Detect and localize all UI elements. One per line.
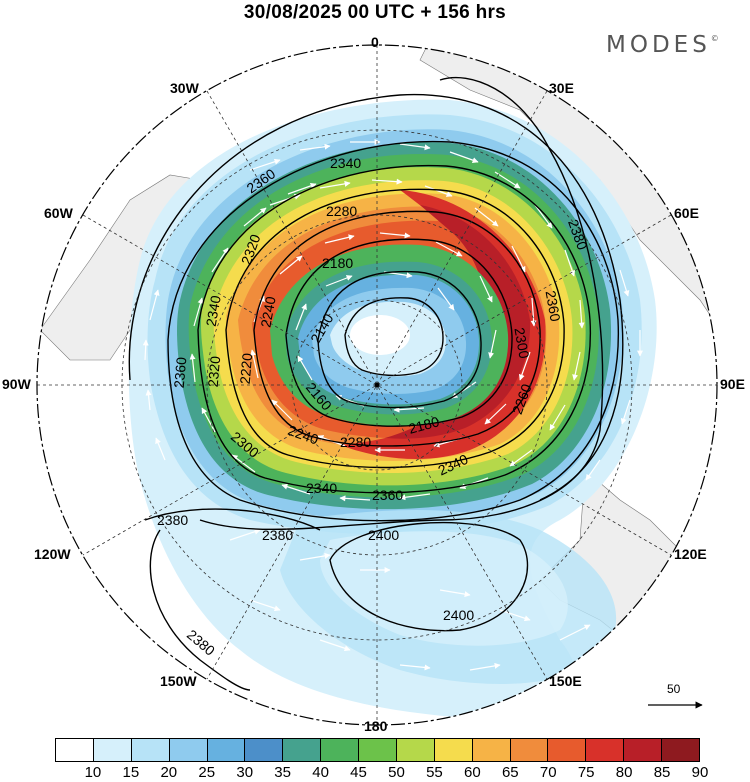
contour-label: 2340 <box>203 294 224 328</box>
contour-label: 2360 <box>372 487 403 503</box>
colorbar-bin <box>93 739 132 761</box>
reference-vector-label: 50 <box>667 682 681 696</box>
colorbar-tick-label: 70 <box>539 764 557 781</box>
colorbar-tick-label: 15 <box>122 764 140 781</box>
colorbar-bin <box>548 739 587 761</box>
contour-label: 2400 <box>443 607 474 623</box>
colorbar-tick-label: 60 <box>464 764 481 781</box>
lon-label-120e: 120E <box>674 546 707 562</box>
colorbar-tick-label: 85 <box>653 764 671 781</box>
colorbar-tick-label: 45 <box>350 764 367 781</box>
colorbar-bin <box>472 739 511 761</box>
wind-vectors <box>142 139 643 671</box>
chart-title: 30/08/2025 00 UTC + 156 hrs <box>243 2 507 23</box>
brand-logo: MODES© <box>606 32 719 58</box>
map-boundary <box>36 44 718 726</box>
contour-label: 2280 <box>326 203 357 219</box>
colorbar-bin <box>434 739 473 761</box>
lon-label-150e: 150E <box>549 673 582 689</box>
colorbar-bin <box>624 739 662 761</box>
pole-marker <box>374 382 380 388</box>
colorbar-bin <box>56 739 94 761</box>
colorbar-bin <box>359 739 397 761</box>
colorbar-tick-label: 65 <box>501 764 519 781</box>
contour-label: 2340 <box>306 480 337 496</box>
colorbar-tick-label: 30 <box>236 764 254 781</box>
colorbar-tick-label: 90 <box>691 764 709 781</box>
contour-label: 2180 <box>322 255 353 271</box>
colorbar-tick-label: 55 <box>426 764 443 781</box>
contour-label: 2400 <box>368 527 399 543</box>
contour-label: 2380 <box>262 527 293 543</box>
brand-text: MODES <box>606 32 711 58</box>
lon-label-180: 180 <box>364 718 388 734</box>
colorbar-tick-label: 35 <box>274 764 291 781</box>
lon-label-30e: 30E <box>549 80 574 96</box>
contour-label: 2360 <box>543 289 564 323</box>
lon-label-90e: 90E <box>720 376 745 392</box>
contour-label: 2340 <box>330 155 361 171</box>
contour-label: 2320 <box>205 355 224 388</box>
lon-label-30w: 30W <box>170 80 199 96</box>
lon-label-120w: 120W <box>34 546 71 562</box>
wind-speed-shading <box>39 45 717 721</box>
colorbar-tick-label: 10 <box>84 764 102 781</box>
contour-label: 2380 <box>184 626 218 658</box>
colorbar-bin <box>169 739 208 761</box>
lon-label-90w: 90W <box>2 376 31 392</box>
lon-label-60e: 60E <box>674 205 699 221</box>
contour-label: 2380 <box>157 512 188 528</box>
colorbar-tick-label: 25 <box>198 764 216 781</box>
contour-label: 2280 <box>340 434 371 450</box>
colorbar-bin <box>586 739 625 761</box>
copyright-mark: © <box>710 34 719 43</box>
lon-label-0: 0 <box>371 34 379 50</box>
colorbar <box>55 738 700 762</box>
contour-label: 2360 <box>171 356 190 389</box>
lon-label-60w: 60W <box>44 205 73 221</box>
colorbar-bin <box>131 739 170 761</box>
colorbar-bin <box>396 739 435 761</box>
colorbar-tick-label: 40 <box>312 764 329 781</box>
colorbar-tick-label: 75 <box>577 764 595 781</box>
contour-label: 2240 <box>257 295 278 329</box>
colorbar-bin <box>245 739 284 761</box>
lon-label-150w: 150W <box>160 673 197 689</box>
colorbar-bin <box>207 739 246 761</box>
contour-label: 2180 <box>407 413 441 437</box>
colorbar-tick-label: 50 <box>388 764 405 781</box>
colorbar-tick-label: 20 <box>160 764 178 781</box>
contour-label: 2300 <box>511 326 532 360</box>
graticule <box>37 45 717 725</box>
colorbar-bin <box>662 739 699 761</box>
colorbar-bin <box>283 739 322 761</box>
colorbar-tick-label: 80 <box>615 764 633 781</box>
colorbar-bin <box>321 739 359 761</box>
contour-label: 2220 <box>237 352 256 385</box>
colorbar-bin <box>510 739 549 761</box>
height-contours <box>128 76 624 691</box>
